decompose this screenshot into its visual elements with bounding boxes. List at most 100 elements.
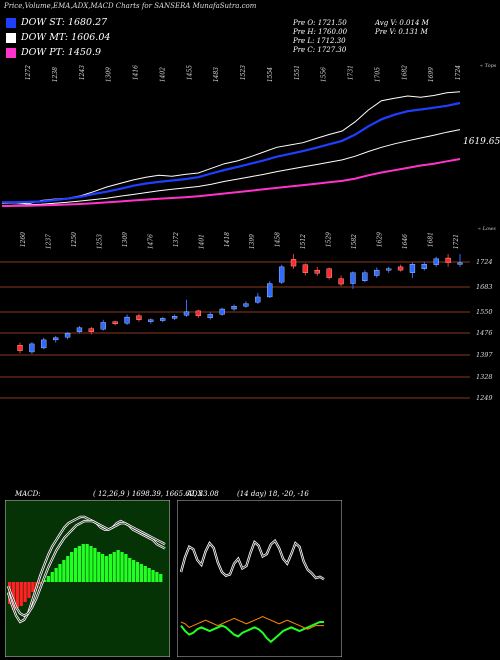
candle-body — [243, 303, 249, 307]
low-label: 1250 — [71, 232, 78, 247]
candle-body — [171, 316, 178, 319]
macd-histogram-bar — [116, 550, 120, 582]
macd-histogram-bar — [54, 568, 58, 582]
plus-di-line — [180, 621, 324, 644]
top-label: 1705 — [374, 67, 381, 82]
candle-body — [160, 318, 166, 321]
low-label: 1582 — [351, 234, 358, 249]
legend-dow-pt: DOW PT: 1450.9 — [6, 47, 101, 58]
candle-body — [219, 308, 225, 315]
macd-histogram-bar — [39, 582, 43, 584]
minus-di-line — [180, 616, 324, 630]
low-label: 1237 — [45, 234, 52, 249]
low-label: 1646 — [402, 234, 409, 249]
candle-body — [100, 322, 106, 330]
candle-body — [445, 257, 451, 263]
price-tick-label: 1724 — [476, 258, 493, 266]
candle-body — [231, 306, 237, 310]
adx-label: ADX — [187, 490, 203, 498]
top-label: 1682 — [401, 65, 408, 80]
macd-histogram-bar — [124, 554, 128, 582]
macd-histogram-bar — [139, 564, 144, 582]
candle-body — [290, 259, 297, 267]
macd-label: MACD: — [15, 490, 41, 498]
lows-corner-label: « Lows — [478, 226, 496, 232]
price-tick-label: 1397 — [476, 351, 493, 359]
macd-histogram-bar — [159, 574, 163, 582]
avg-volume: Avg V: 0.014 M — [375, 19, 429, 27]
macd-histogram-bar — [120, 552, 124, 582]
macd-histogram-bar — [108, 554, 113, 582]
top-label: 1556 — [321, 67, 328, 82]
macd-chart — [5, 500, 170, 657]
top-label: 1402 — [159, 67, 166, 82]
price-tick-label: 1550 — [476, 308, 493, 316]
chart-title: Price,Volume,EMA,ADX,MACD Charts for SAN… — [4, 2, 257, 10]
ema-line-3 — [1, 158, 461, 208]
dow-st-swatch — [6, 17, 16, 28]
macd-histogram-bar — [132, 560, 136, 582]
ohlc-high: Pre H: 1760.00 — [293, 28, 348, 36]
macd-histogram-bar — [46, 576, 51, 582]
candle-body — [314, 269, 320, 274]
candle-body — [267, 283, 273, 298]
candle-body — [278, 266, 285, 283]
top-label: 1554 — [267, 67, 274, 82]
price-tick-label: 1328 — [476, 373, 493, 381]
adx-values: (14 day) 18, -20, -16 — [237, 490, 309, 498]
low-label: 1476 — [147, 234, 154, 249]
ohlc-open: Pre O: 1721.50 — [293, 19, 347, 27]
macd-histogram-bar — [89, 546, 93, 582]
ema-line-0 — [1, 91, 461, 205]
candle-body — [457, 262, 463, 265]
macd-values: ( 12,26,9 ) 1698.39, 1665.62, 33.08 — [93, 490, 219, 498]
ohlc-close: Pre C: 1727.30 — [293, 46, 347, 54]
candle-body — [385, 268, 392, 271]
macd-histogram-bar — [15, 582, 20, 608]
top-label: 1483 — [213, 67, 220, 82]
ohlc-low: Pre L: 1712.30 — [293, 37, 346, 45]
low-label: 1529 — [326, 232, 333, 247]
macd-histogram-bar — [19, 582, 23, 606]
candle-body — [124, 316, 130, 324]
candle-body — [421, 264, 427, 269]
candle-body — [183, 311, 190, 316]
macd-histogram-bar — [73, 548, 78, 582]
candle-body — [326, 268, 332, 278]
low-label: 1418 — [224, 232, 231, 247]
macd-histogram-bar — [11, 582, 16, 610]
macd-histogram-bar — [143, 566, 147, 582]
macd-histogram-bar — [58, 564, 62, 582]
adx-chart — [177, 500, 342, 657]
low-label: 1401 — [198, 234, 205, 249]
ema-line-1 — [2, 101, 461, 204]
ema-line-2 — [1, 129, 461, 207]
macd-histogram-bar — [128, 558, 132, 582]
low-label: 1681 — [428, 232, 435, 247]
macd-histogram-bar — [85, 544, 89, 582]
price-tick-label: 1249 — [476, 394, 493, 402]
macd-histogram-bar — [93, 548, 97, 582]
candle-body — [41, 339, 47, 349]
top-label: 1724 — [455, 65, 462, 80]
macd-histogram-bar — [50, 572, 54, 582]
macd-histogram-bar — [27, 582, 31, 598]
candle-body — [302, 264, 309, 273]
legend-dow-mt: DOW MT: 1606.04 — [6, 32, 110, 43]
low-label: 1721 — [453, 234, 460, 249]
top-label: 1731 — [348, 65, 355, 80]
price-tick-label: 1476 — [476, 329, 493, 337]
low-label: 1309 — [122, 232, 129, 247]
prev-volume: Pre V: 0.131 M — [375, 28, 428, 36]
candle-body — [64, 333, 71, 338]
candle-body — [397, 266, 404, 271]
macd-histogram-bar — [62, 560, 66, 582]
macd-histogram-bar — [97, 552, 101, 582]
candle-body — [53, 337, 59, 341]
top-label: 1238 — [52, 67, 59, 82]
top-label: 1243 — [79, 65, 86, 80]
low-label: 1260 — [20, 232, 27, 247]
macd-histogram-bar — [112, 552, 116, 582]
candle-body — [17, 345, 23, 351]
top-label: 1272 — [25, 65, 32, 80]
